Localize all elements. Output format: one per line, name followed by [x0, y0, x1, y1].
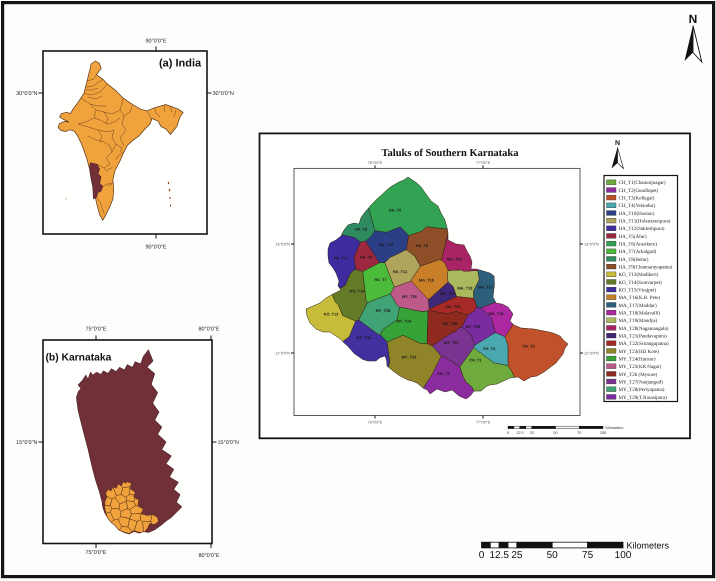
svg-text:75°0'0"E: 75°0'0"E: [85, 327, 106, 333]
svg-text:76°0'0"E: 76°0'0"E: [368, 161, 383, 165]
svg-text:25: 25: [511, 550, 523, 561]
svg-text:75°0'0"E: 75°0'0"E: [85, 550, 106, 556]
svg-text:MY_T24: MY_T24: [397, 319, 413, 324]
svg-text:HA_T9: HA_T9: [416, 243, 429, 248]
svg-text:13°0'0"N: 13°0'0"N: [275, 243, 290, 247]
svg-text:30°0'0"N: 30°0'0"N: [213, 91, 234, 97]
svg-text:80°0'0"E: 80°0'0"E: [198, 327, 219, 333]
svg-text:90°0'0"E: 90°0'0"E: [145, 245, 166, 251]
svg-text:HA_T6(Arasikere): HA_T6(Arasikere): [619, 242, 658, 248]
svg-text:0: 0: [507, 431, 509, 435]
svg-text:Kilometers: Kilometers: [627, 541, 670, 551]
svg-text:13°0'0"N: 13°0'0"N: [584, 243, 599, 247]
svg-text:KO_T14: KO_T14: [350, 289, 366, 294]
svg-text:MA_T18(Malavalli): MA_T18(Malavalli): [619, 311, 661, 317]
svg-text:CH_T2: CH_T2: [437, 371, 450, 376]
svg-text:77°0'0"E: 77°0'0"E: [476, 161, 491, 165]
svg-text:50: 50: [553, 431, 557, 435]
svg-text:MA_T16(K.R. Pete): MA_T16(K.R. Pete): [619, 295, 661, 301]
svg-text:N: N: [689, 12, 698, 26]
svg-text:CH_T1(Chamrajnagar): CH_T1(Chamrajnagar): [619, 180, 666, 186]
svg-text:MA_T17: MA_T17: [478, 285, 493, 290]
svg-text:(b) Karnataka: (b) Karnataka: [46, 353, 112, 364]
svg-text:15°0'0"N: 15°0'0"N: [16, 440, 37, 446]
svg-text:75: 75: [582, 550, 594, 561]
svg-text:MY_T27(Nanjangud): MY_T27(Nanjangud): [619, 379, 664, 385]
svg-text:KO_T15(Virajpet): KO_T15(Virajpet): [619, 288, 657, 294]
svg-text:CH_T4(Yelandur): CH_T4(Yelandur): [619, 203, 656, 209]
svg-text:MY_T27: MY_T27: [444, 340, 459, 345]
svg-text:HA_T10: HA_T10: [379, 242, 394, 247]
svg-text:100: 100: [600, 431, 606, 435]
svg-text:MA_T18: MA_T18: [489, 311, 505, 316]
svg-text:12°0'0"N: 12°0'0"N: [584, 352, 599, 356]
svg-text:HA_T5: HA_T5: [360, 255, 373, 260]
svg-text:25: 25: [530, 431, 534, 435]
svg-text:77°0'0"E: 77°0'0"E: [476, 421, 491, 425]
svg-text:MY_T28: MY_T28: [376, 308, 392, 313]
svg-text:MA_T21: MA_T21: [440, 291, 456, 296]
svg-text:HA_T11: HA_T11: [393, 269, 408, 274]
svg-text:MA_T17(Maddur): MA_T17(Maddur): [619, 303, 657, 309]
svg-text:15°0'0"N: 15°0'0"N: [218, 440, 239, 446]
svg-text:MA_T20(Nagamangala): MA_T20(Nagamangala): [619, 326, 669, 332]
svg-text:CH_T3: CH_T3: [522, 344, 535, 349]
svg-text:CH_T4: CH_T4: [483, 346, 496, 351]
svg-text:75: 75: [577, 431, 581, 435]
svg-text:MA_T22: MA_T22: [446, 304, 462, 309]
svg-text:MY_T26: MY_T26: [443, 321, 459, 326]
svg-text:MY_T25: MY_T25: [402, 294, 418, 299]
svg-text:N: N: [615, 140, 620, 147]
svg-text:CH_T2(Gundlupet): CH_T2(Gundlupet): [619, 188, 659, 194]
svg-text:Taluks of Southern Karnataka: Taluks of Southern Karnataka: [381, 148, 519, 159]
svg-text:MY_T23: MY_T23: [402, 355, 418, 360]
svg-text:CH_T1: CH_T1: [469, 358, 482, 363]
svg-text:100: 100: [615, 550, 632, 561]
svg-text:MA_T22(Srirangapatna): MA_T22(Srirangapatna): [619, 341, 669, 347]
svg-text:KO_T13: KO_T13: [324, 312, 340, 317]
svg-text:(a) India: (a) India: [159, 58, 202, 70]
svg-text:MY_T29(T.Narasipura): MY_T29(T.Narasipura): [619, 395, 668, 401]
svg-text:HA_T6: HA_T6: [389, 208, 402, 213]
svg-text:HA_T8: HA_T8: [355, 227, 368, 232]
svg-text:HA_T8(Belur): HA_T8(Belur): [619, 257, 649, 263]
svg-text:CH_T3(Kollegal): CH_T3(Kollegal): [619, 196, 655, 202]
svg-text:12.5: 12.5: [516, 431, 523, 435]
svg-text:12°0'0"N: 12°0'0"N: [275, 352, 290, 356]
svg-text:HA_T10(Hassan): HA_T10(Hassan): [619, 211, 655, 217]
svg-text:76°0'0"E: 76°0'0"E: [368, 421, 383, 425]
svg-text:90°0'0"E: 90°0'0"E: [145, 39, 166, 45]
svg-text:HA_T5(Alur): HA_T5(Alur): [619, 234, 647, 240]
svg-text:MA_T20: MA_T20: [447, 257, 462, 262]
svg-text:HA_T12: HA_T12: [334, 256, 349, 261]
svg-text:HA_T7(Arkalgud): HA_T7(Arkalgud): [619, 249, 657, 255]
svg-text:MA_T19(Mandya): MA_T19(Mandya): [619, 318, 658, 324]
svg-text:MY_T25(KR Nagar): MY_T25(KR Nagar): [619, 364, 662, 370]
svg-text:HA_T11(Holenarasipura): HA_T11(Holenarasipura): [619, 219, 671, 225]
svg-text:80°0'0"E: 80°0'0"E: [198, 553, 219, 559]
svg-text:30°0'0"N: 30°0'0"N: [16, 91, 37, 97]
svg-text:MY_T23(HD Kote): MY_T23(HD Kote): [619, 349, 660, 355]
svg-text:MY_T24(Hunsur): MY_T24(Hunsur): [619, 356, 656, 362]
svg-text:HA_T9(Channarayapatna): HA_T9(Channarayapatna): [619, 265, 673, 271]
svg-text:MY_T29: MY_T29: [466, 324, 482, 329]
svg-text:KO_T15: KO_T15: [357, 335, 373, 340]
svg-text:MA_T21(Pandavapura): MA_T21(Pandavapura): [619, 334, 668, 340]
svg-text:KO_T13(Madikeri): KO_T13(Madikeri): [619, 272, 659, 278]
svg-text:MA_T19: MA_T19: [458, 286, 474, 291]
svg-text:MA_T16: MA_T16: [419, 278, 435, 283]
svg-text:0: 0: [479, 550, 485, 561]
svg-text:Kilometers: Kilometers: [606, 426, 624, 430]
svg-text:50: 50: [547, 550, 559, 561]
svg-text:KO_T14(Somvarpet): KO_T14(Somvarpet): [619, 280, 662, 286]
svg-text:MY_T26 (Mysore): MY_T26 (Mysore): [619, 372, 658, 378]
svg-text:HA_T7: HA_T7: [374, 277, 386, 282]
svg-text:12.5: 12.5: [489, 550, 509, 561]
svg-text:MY_T28(Periyapatna): MY_T28(Periyapatna): [619, 387, 665, 393]
svg-text:HA_T12(Sakleshpura): HA_T12(Sakleshpura): [619, 226, 665, 232]
